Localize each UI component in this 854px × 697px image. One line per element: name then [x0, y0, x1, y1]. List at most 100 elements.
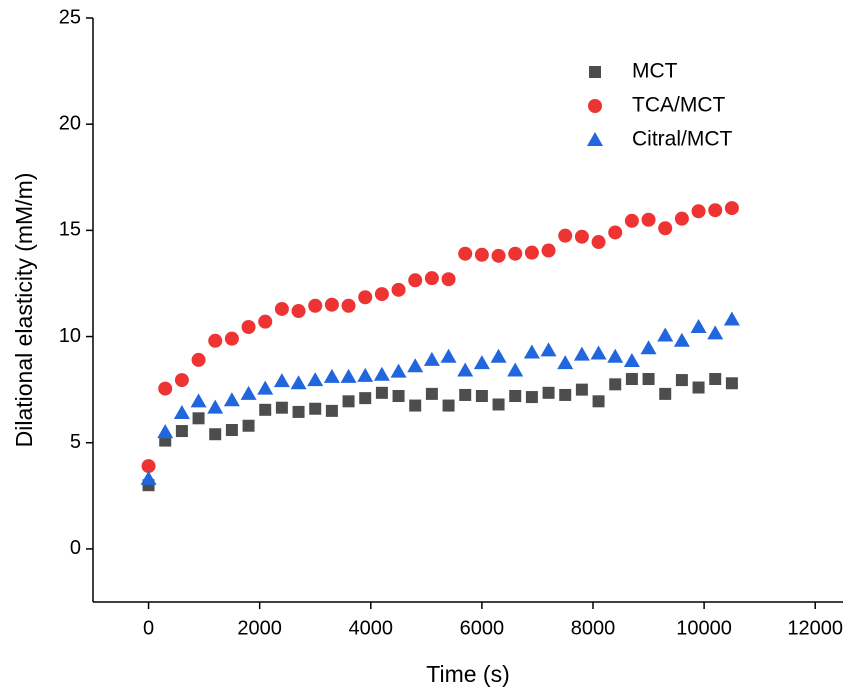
point: [323, 368, 340, 383]
point: [591, 235, 606, 250]
point: [140, 470, 157, 485]
point: [341, 298, 356, 313]
point: [592, 395, 605, 408]
point: [607, 348, 624, 363]
point: [575, 383, 588, 396]
point: [240, 385, 257, 400]
point: [475, 390, 488, 403]
point: [658, 221, 673, 236]
point: [241, 319, 256, 334]
point: [424, 271, 439, 286]
point: [358, 290, 373, 305]
point: [223, 392, 240, 407]
point: [324, 297, 339, 312]
point: [274, 301, 289, 316]
point: [708, 203, 723, 218]
point: [574, 229, 589, 244]
point: [657, 327, 674, 342]
point: [141, 459, 156, 474]
legend-marker: [588, 99, 602, 113]
point: [442, 399, 455, 412]
x-tick-label: 6000: [460, 617, 505, 639]
point: [340, 368, 357, 383]
point: [524, 245, 539, 260]
point: [275, 401, 288, 414]
point: [559, 388, 572, 401]
y-tick-label: 10: [59, 325, 81, 347]
point: [641, 212, 656, 227]
point: [309, 402, 322, 415]
point: [508, 246, 523, 261]
point: [157, 424, 174, 439]
point: [608, 225, 623, 240]
point: [623, 352, 640, 367]
point: [209, 428, 222, 441]
point: [709, 373, 722, 386]
point: [257, 380, 274, 395]
point: [242, 419, 255, 432]
point: [342, 395, 355, 408]
point: [307, 372, 324, 387]
legend-marker: [587, 132, 603, 146]
point: [490, 348, 507, 363]
point: [725, 377, 738, 390]
y-tick-label: 5: [70, 431, 81, 453]
point: [357, 367, 374, 382]
point: [691, 204, 706, 219]
point: [625, 373, 638, 386]
point: [707, 325, 724, 340]
x-axis-title: Time (s): [426, 661, 509, 687]
point: [525, 391, 538, 404]
point: [557, 355, 574, 370]
point: [673, 332, 690, 347]
point: [609, 378, 622, 391]
point: [541, 243, 556, 258]
point: [423, 351, 440, 366]
point: [458, 246, 473, 261]
point: [373, 366, 390, 381]
legend-marker: [589, 66, 601, 78]
point: [674, 211, 689, 226]
point: [441, 272, 456, 287]
point: [191, 352, 206, 367]
point: [290, 375, 307, 390]
point: [425, 387, 438, 400]
point: [192, 412, 205, 425]
point: [474, 247, 489, 262]
point: [440, 348, 457, 363]
point: [509, 390, 522, 403]
legend-label: Citral/MCT: [632, 128, 732, 151]
point: [507, 362, 524, 377]
point: [273, 373, 290, 388]
y-tick-label: 20: [59, 112, 81, 134]
point: [407, 358, 424, 373]
point: [325, 404, 338, 417]
point: [308, 298, 323, 313]
point: [207, 399, 224, 414]
point: [391, 282, 406, 297]
point: [392, 390, 405, 403]
point: [558, 228, 573, 243]
point: [292, 405, 305, 418]
point: [473, 355, 490, 370]
y-tick-label: 25: [59, 6, 81, 28]
point: [359, 392, 372, 405]
x-tick-label: 10000: [676, 617, 732, 639]
point: [225, 423, 238, 436]
point: [492, 398, 505, 411]
point: [258, 314, 273, 329]
point: [190, 393, 207, 408]
point: [642, 373, 655, 386]
point: [174, 373, 189, 388]
point: [158, 381, 173, 396]
point: [175, 425, 188, 438]
y-axis-title: Dilational elasticity (mM/m): [11, 173, 37, 448]
point: [723, 311, 740, 326]
point: [390, 363, 407, 378]
y-tick-label: 15: [59, 219, 81, 241]
point: [692, 381, 705, 394]
point: [459, 388, 472, 401]
point: [540, 342, 557, 357]
legend-label: TCA/MCT: [632, 94, 725, 117]
